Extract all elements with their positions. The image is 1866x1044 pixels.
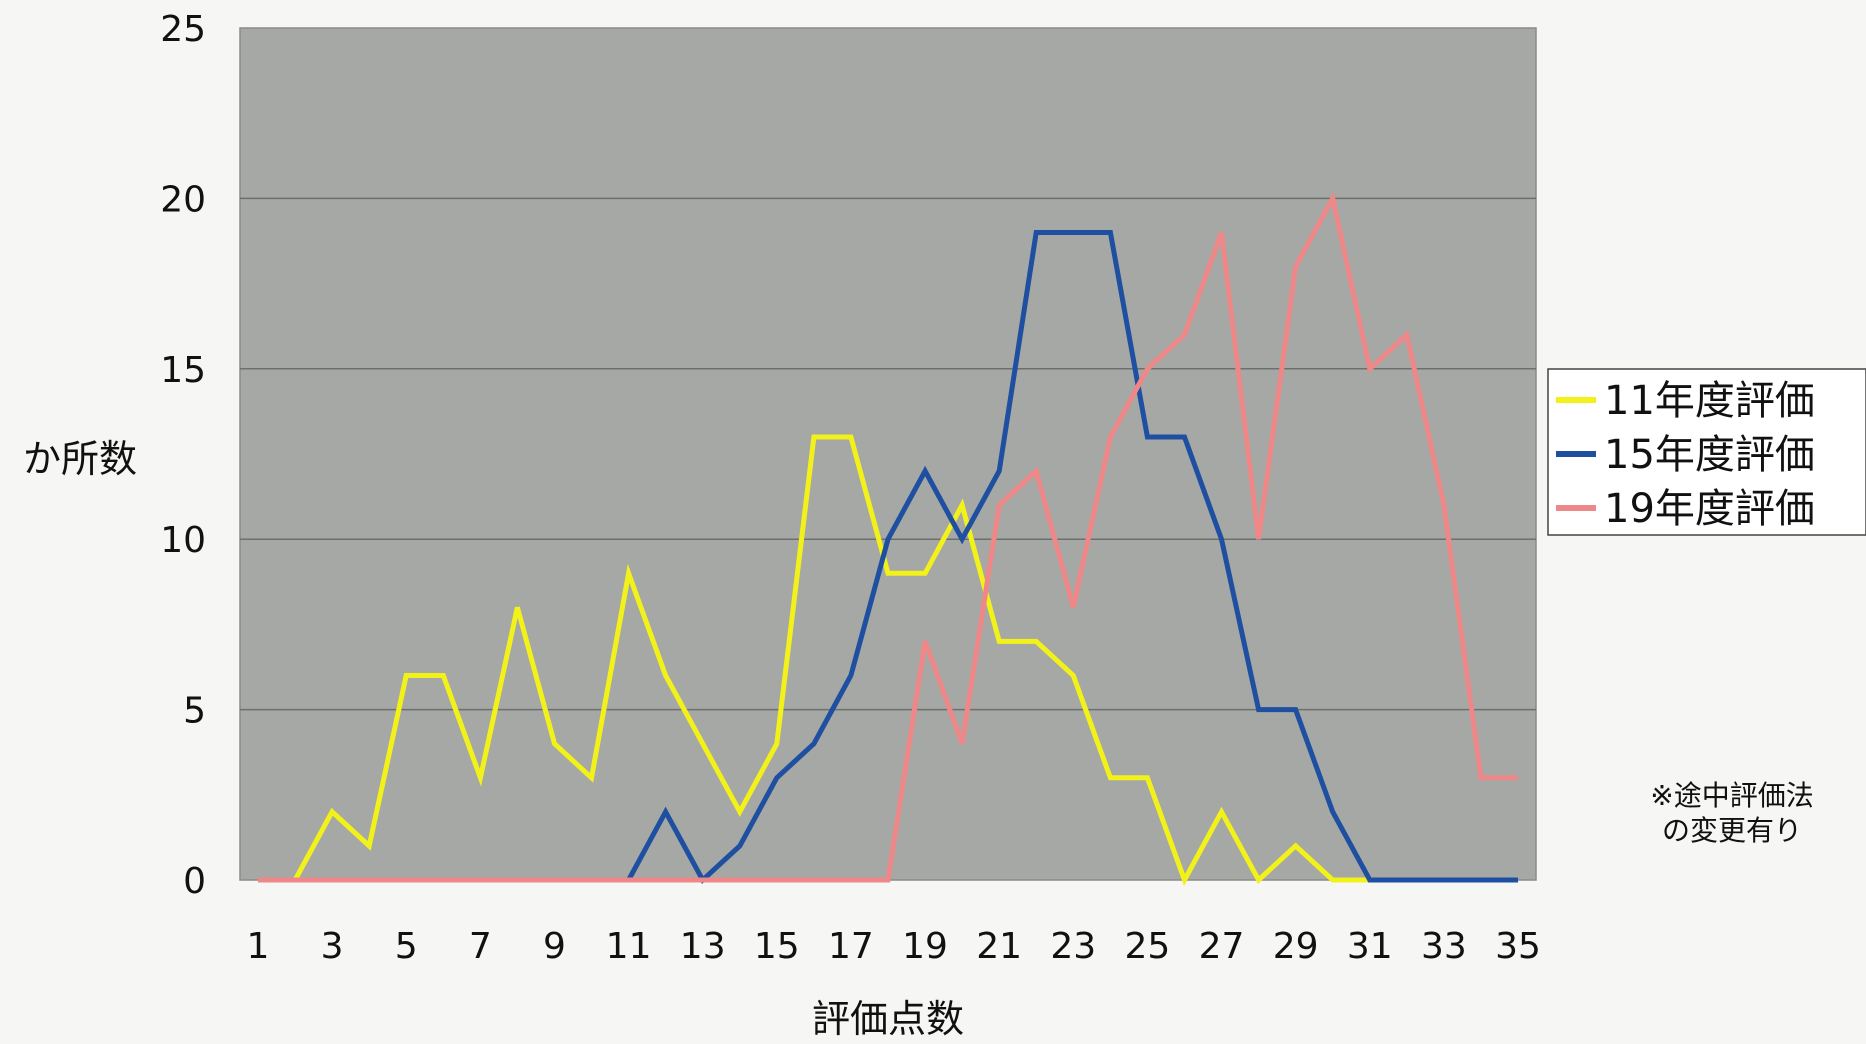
y-tick-label: 25 bbox=[160, 9, 206, 50]
x-tick-label: 23 bbox=[1050, 926, 1096, 967]
legend-label: 15年度評価 bbox=[1604, 432, 1815, 478]
y-tick-label: 5 bbox=[183, 691, 206, 732]
legend: 11年度評価 15年度評価 19年度評価 bbox=[1547, 368, 1866, 536]
series-line-2 bbox=[626, 230, 1518, 885]
x-tick-label: 7 bbox=[469, 926, 492, 967]
x-tick-label: 1 bbox=[247, 926, 270, 967]
x-tick-label: 27 bbox=[1199, 926, 1245, 967]
legend-label: 11年度評価 bbox=[1604, 378, 1815, 424]
x-tick-label: 35 bbox=[1495, 926, 1541, 967]
y-axis-title: か所数 bbox=[23, 437, 137, 481]
x-tick-label: 21 bbox=[976, 926, 1022, 967]
plot-area bbox=[239, 27, 1537, 881]
x-axis-ticks: 1 3 5 7 9 11 13 15 17 19 21 23 25 27 29 31 33 35 bbox=[247, 926, 1541, 967]
x-tick-label: 15 bbox=[754, 926, 800, 967]
x-axis-title: 評価点数 bbox=[812, 997, 964, 1041]
x-tick-label: 17 bbox=[828, 926, 874, 967]
series-line-1 bbox=[258, 434, 1370, 887]
x-tick-label: 9 bbox=[543, 926, 566, 967]
legend-label: 19年度評価 bbox=[1604, 486, 1815, 532]
annotation-line-1: ※途中評価法 bbox=[1650, 779, 1813, 812]
x-tick-label: 11 bbox=[606, 926, 652, 967]
legend-box bbox=[1547, 368, 1866, 536]
y-tick-label: 15 bbox=[160, 350, 206, 391]
x-tick-label: 3 bbox=[321, 926, 344, 967]
x-tick-label: 25 bbox=[1125, 926, 1171, 967]
gridlines bbox=[240, 197, 1536, 711]
x-tick-label: 31 bbox=[1347, 926, 1393, 967]
y-tick-label: 0 bbox=[183, 861, 206, 902]
y-tick-label: 20 bbox=[160, 179, 206, 220]
x-tick-label: 19 bbox=[902, 926, 948, 967]
y-tick-label: 10 bbox=[160, 520, 206, 561]
series-lines bbox=[258, 191, 1518, 887]
x-tick-label: 5 bbox=[395, 926, 418, 967]
y-axis-ticks: 0 5 10 15 20 25 bbox=[160, 9, 206, 902]
annotation-line-2: の変更有り bbox=[1662, 814, 1802, 847]
x-tick-label: 13 bbox=[680, 926, 726, 967]
annotation: ※途中評価法 の変更有り bbox=[1650, 779, 1813, 847]
series-line-3 bbox=[258, 191, 1518, 883]
x-tick-label: 33 bbox=[1421, 926, 1467, 967]
x-tick-label: 29 bbox=[1273, 926, 1319, 967]
